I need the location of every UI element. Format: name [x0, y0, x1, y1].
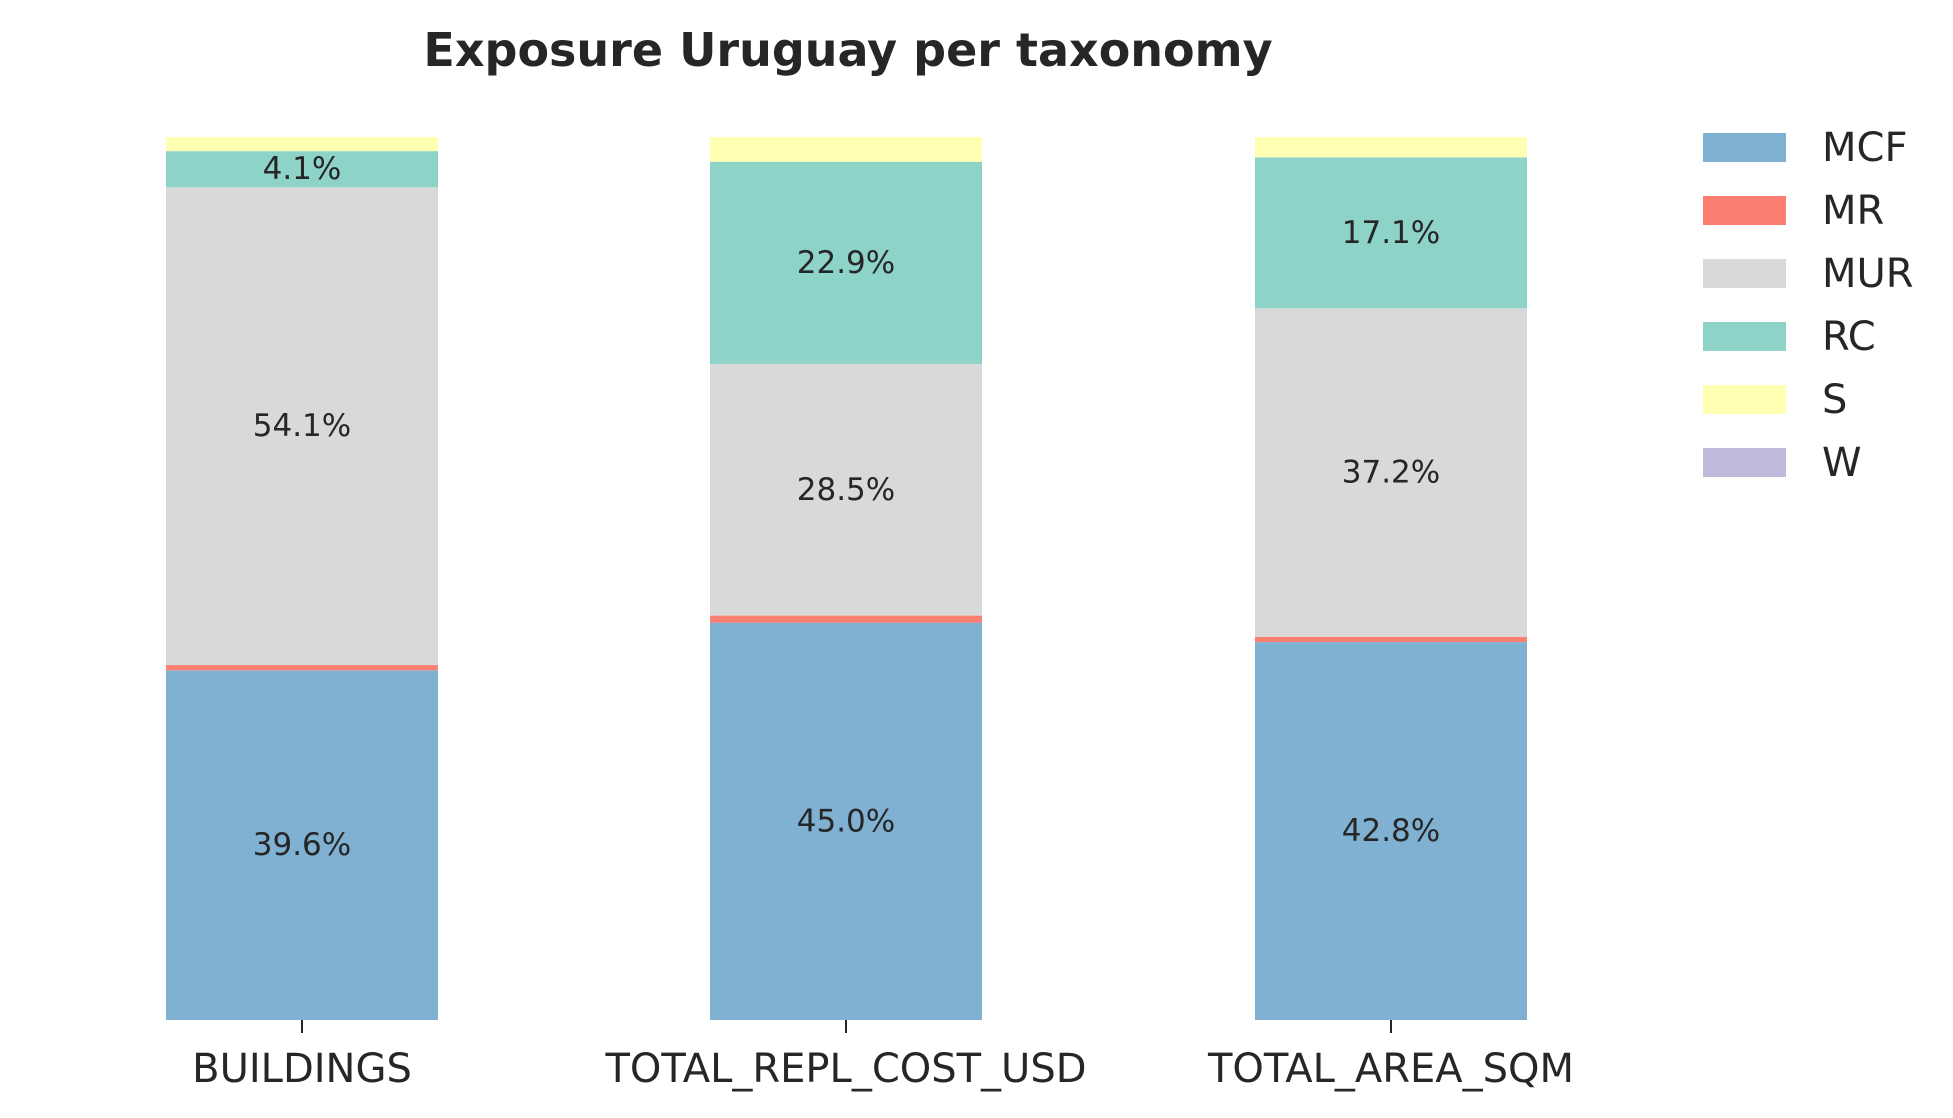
data-label: 28.5% — [797, 472, 895, 508]
bar-segment-mur-total_area_sqm — [1255, 308, 1527, 637]
bar-segment-mr-buildings — [166, 665, 438, 671]
legend-swatch-s — [1703, 385, 1786, 414]
data-label: 17.1% — [1342, 215, 1440, 251]
data-label: 39.6% — [253, 827, 351, 863]
legend-swatch-rc — [1703, 322, 1786, 351]
x-tick-label: TOTAL_REPL_COST_USD — [604, 1046, 1086, 1092]
legend-swatch-mur — [1703, 259, 1786, 288]
legend-label-s: S — [1822, 377, 1847, 423]
bar-segment-mr-total_area_sqm — [1255, 636, 1527, 643]
bar-segment-mcf-total_repl_cost_usd — [710, 622, 982, 1020]
bar-segment-mur-total_repl_cost_usd — [710, 363, 982, 616]
bar-segment-rc-buildings — [166, 151, 438, 188]
legend-swatch-w — [1703, 448, 1786, 477]
data-label: 37.2% — [1342, 455, 1440, 491]
data-label: 4.1% — [263, 151, 342, 187]
legend-label-mcf: MCF — [1822, 125, 1907, 171]
x-tick-label: BUILDINGS — [192, 1046, 412, 1092]
legend: MCF MR MUR RC SW — [1703, 125, 1914, 486]
bar-segment-rc-total_area_sqm — [1255, 157, 1527, 309]
data-label: 22.9% — [797, 245, 895, 281]
bar-segment-s-total_area_sqm — [1255, 137, 1527, 158]
bar-segment-rc-total_repl_cost_usd — [710, 161, 982, 364]
bar-segment-mur-buildings — [166, 187, 438, 666]
x-tick-label: TOTAL_AREA_SQM — [1207, 1046, 1574, 1092]
bar-segment-s-buildings — [166, 137, 438, 152]
bar-segment-mr-total_repl_cost_usd — [710, 615, 982, 623]
legend-label-w: W — [1822, 440, 1862, 486]
data-label: 54.1% — [253, 408, 351, 444]
bar-segment-mcf-total_area_sqm — [1255, 642, 1527, 1020]
segment-labels-group: 39.6% 54.1% 4.1% 45.0% 28.5% 22.9% 42.8% 37.2% 1… — [253, 151, 1440, 863]
data-label: 45.0% — [797, 803, 895, 839]
legend-swatch-mcf — [1703, 133, 1786, 162]
chart-title: Exposure Uruguay per taxonomy — [423, 23, 1272, 77]
bars-group — [166, 137, 1527, 1020]
legend-swatch-mr — [1703, 196, 1786, 225]
legend-label-rc: RC — [1822, 314, 1876, 360]
data-label: 42.8% — [1342, 813, 1440, 849]
legend-label-mur: MUR — [1822, 251, 1914, 297]
x-axis: BUILDINGS TOTAL_REPL_COST_USD TOTAL_AREA_S… — [192, 1020, 1574, 1092]
bar-segment-mcf-buildings — [166, 670, 438, 1020]
legend-label-mr: MR — [1822, 188, 1884, 234]
bar-segment-s-total_repl_cost_usd — [710, 137, 982, 162]
